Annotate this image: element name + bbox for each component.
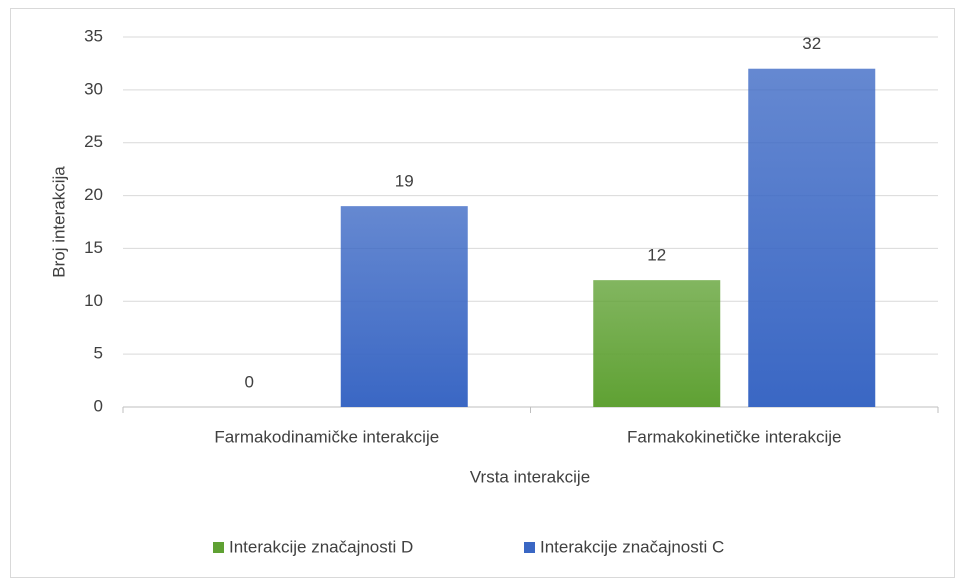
y-tick-label: 10	[84, 291, 103, 310]
x-tick-label: Farmakokinetičke interakcije	[627, 427, 841, 446]
legend-swatch	[524, 542, 535, 553]
bar	[340, 206, 468, 407]
value-label: 19	[395, 172, 414, 191]
bar	[748, 68, 876, 407]
y-axis-label: Broj interakcija	[49, 166, 68, 278]
y-tick-label: 15	[84, 238, 103, 257]
y-tick-label: 35	[84, 26, 103, 45]
y-tick-label: 30	[84, 79, 103, 98]
y-tick-label: 25	[84, 132, 103, 151]
x-tick-label: Farmakodinamičke interakcije	[214, 427, 439, 446]
value-label: 12	[647, 246, 666, 265]
x-axis-label: Vrsta interakcije	[470, 467, 590, 486]
value-label: 32	[802, 34, 821, 53]
y-tick-label: 20	[84, 185, 103, 204]
y-tick-label: 0	[94, 396, 103, 415]
legend-swatch	[213, 542, 224, 553]
bar	[593, 280, 721, 407]
y-tick-label: 5	[94, 344, 103, 363]
value-label: 0	[245, 372, 254, 391]
legend-label: Interakcije značajnosti C	[540, 537, 724, 556]
legend-label: Interakcije značajnosti D	[229, 537, 413, 556]
